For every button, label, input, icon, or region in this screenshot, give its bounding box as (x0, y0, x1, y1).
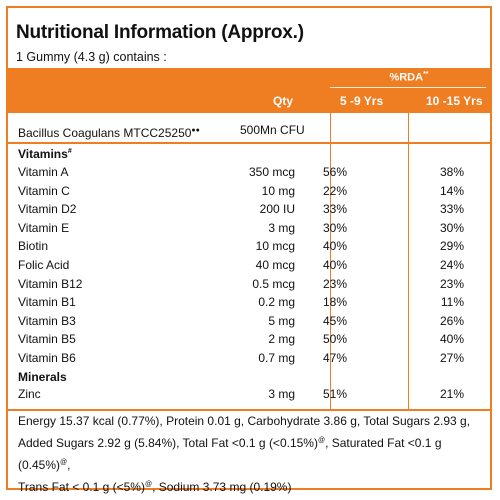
table-row: Vitamin B3 5 mg 45% 26% (8, 313, 490, 330)
probiotic-row: Bacillus Coagulans MTCC25250●● 500Mn CFU (18, 123, 305, 140)
age-10-15-column-header: 10 -15 Yrs (426, 94, 483, 108)
rda-10-15: 24% (439, 258, 464, 272)
nutrient-name: Vitamin A (18, 165, 69, 179)
table-row: Vitamin C 10 mg 22% 14% (8, 183, 490, 200)
nutrient-qty: 2 mg (268, 332, 295, 347)
age-5-9-column-header: 5 -9 Yrs (340, 94, 384, 108)
nutrient-name: Vitamin B5 (18, 332, 76, 347)
rda-5-9: 40% (322, 258, 347, 272)
rda-5-9: 51% (322, 387, 347, 401)
nutrient-qty: 10 mcg (255, 239, 295, 254)
energy-footnote: Energy 15.37 kcal (0.77%), Protein 0.01 … (18, 414, 471, 494)
nutrient-name: Vitamin E (18, 220, 70, 235)
rda-5-9: 23% (322, 276, 347, 291)
nutrient-name: Vitamin B3 (18, 313, 76, 328)
section-divider (8, 142, 490, 144)
table-row: Vitamin A 350 mcg 56% 38% (8, 164, 490, 181)
rda-10-15: 23% (439, 276, 464, 291)
table-row: Vitamin B6 0.7 mg 47% 27% (8, 350, 490, 367)
rda-5-9: 56% (322, 165, 347, 179)
column-divider (408, 113, 409, 410)
column-divider (330, 113, 331, 410)
rda-5-9: 33% (322, 202, 347, 217)
qty-column-header: Qty (273, 94, 294, 108)
rda-divider (330, 87, 486, 88)
table-row: Zinc 3 mg 51% 21% (8, 386, 490, 403)
rda-10-15: 40% (439, 332, 464, 347)
nutrient-qty: 350 mcg (248, 165, 295, 179)
rda-10-15: 29% (439, 239, 464, 254)
rda-5-9: 30% (322, 220, 347, 235)
nutrient-qty: 3 mg (268, 387, 295, 401)
rda-group-header: %RDA** (389, 71, 429, 84)
nutrient-qty: 200 IU (259, 202, 295, 217)
rda-5-9: 47% (322, 351, 347, 365)
nutrient-name: Folic Acid (18, 258, 70, 272)
rda-5-9: 40% (322, 239, 347, 254)
rda-10-15: 21% (439, 387, 464, 401)
table-row: Vitamin B12 0.5 mcg 23% 23% (8, 276, 490, 293)
minerals-heading: Minerals (18, 370, 67, 384)
table-header-band (8, 68, 490, 113)
nutrition-panel: Nutritional Information (Approx.) 1 Gumm… (6, 6, 492, 494)
nutrient-name: Biotin (18, 239, 49, 254)
rda-5-9: 45% (322, 313, 347, 328)
rda-5-9: 22% (322, 183, 347, 198)
nutrient-name: Vitamin C (18, 183, 70, 198)
rda-10-15: 30% (439, 220, 464, 235)
nutrient-qty: 40 mcg (255, 258, 295, 272)
table-row: Vitamin B1 0.2 mg 18% 11% (8, 294, 490, 311)
rda-10-15: 14% (439, 183, 464, 198)
rda-10-15: 33% (439, 202, 464, 217)
serving-size: 1 Gummy (4.3 g) contains : (16, 50, 167, 64)
rda-10-15: 27% (439, 351, 464, 365)
table-row: Vitamin B5 2 mg 50% 40% (8, 331, 490, 348)
nutrient-name: Vitamin D2 (18, 202, 77, 217)
table-row: Vitamin E 3 mg 30% 30% (8, 220, 490, 237)
nutrient-qty: 0.7 mg (258, 351, 295, 365)
table-row: Vitamin D2 200 IU 33% 33% (8, 201, 490, 218)
page-title: Nutritional Information (Approx.) (16, 22, 304, 43)
nutrient-qty: 5 mg (268, 313, 295, 328)
nutrient-name: Vitamin B1 (18, 295, 76, 310)
nutrient-name: Vitamin B6 (18, 351, 76, 365)
table-row: Folic Acid 40 mcg 40% 24% (8, 257, 490, 274)
nutrient-qty: 3 mg (268, 220, 295, 235)
vitamins-heading: Vitamins# (18, 147, 72, 161)
nutrient-name: Zinc (18, 387, 41, 401)
nutrient-qty: 0.5 mcg (252, 276, 295, 291)
rda-5-9: 18% (322, 295, 347, 310)
rda-10-15: 38% (439, 165, 464, 179)
rda-5-9: 50% (322, 332, 347, 347)
nutrient-qty: 10 mg (261, 183, 295, 198)
rda-10-15: 26% (439, 313, 464, 328)
nutrient-qty: 0.2 mg (258, 295, 295, 310)
table-row: Biotin 10 mcg 40% 29% (8, 238, 490, 255)
rda-10-15: 11% (440, 295, 464, 310)
footer-divider (8, 409, 490, 411)
nutrient-name: Vitamin B12 (18, 276, 83, 291)
